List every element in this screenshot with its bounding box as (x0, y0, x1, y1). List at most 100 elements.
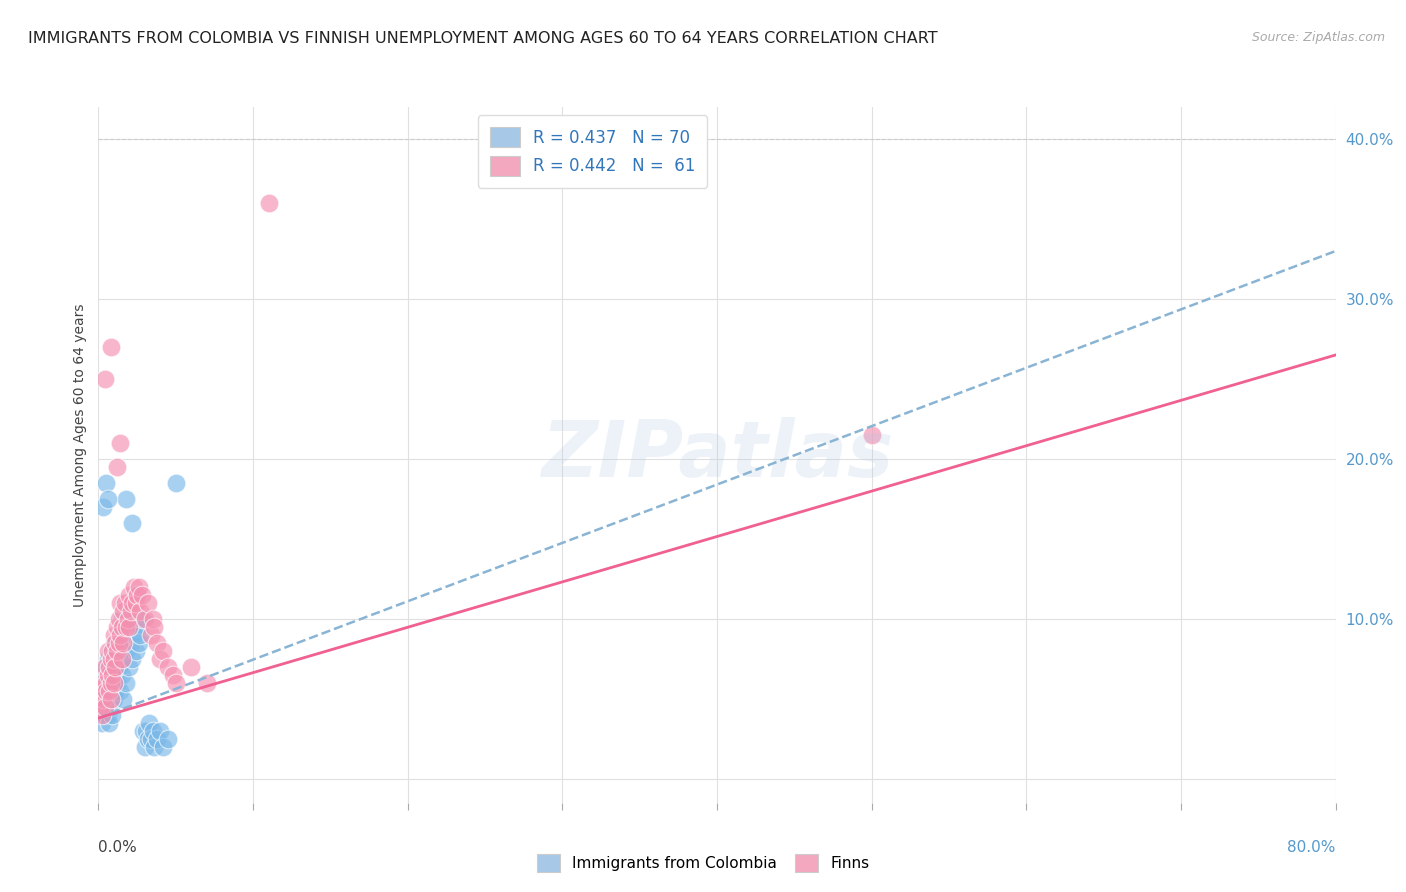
Point (146, 636, 169, 650)
Point (136, 596, 159, 610)
Point (93, 707, 115, 722)
Point (180, 660, 202, 674)
Point (112, 652, 135, 666)
Point (98, 683, 121, 698)
Point (141, 612, 165, 626)
Point (112, 604, 135, 618)
Point (120, 636, 142, 650)
Point (96, 683, 118, 698)
Point (90, 691, 112, 706)
Point (117, 612, 139, 626)
Point (96, 660, 118, 674)
Point (107, 636, 129, 650)
Point (111, 668, 132, 682)
Point (93, 372, 115, 386)
Point (93, 660, 115, 674)
Point (112, 636, 135, 650)
Point (149, 723, 172, 738)
Point (104, 652, 127, 666)
Point (157, 731, 180, 746)
Point (104, 660, 127, 674)
Point (108, 628, 131, 642)
Point (139, 628, 162, 642)
Point (114, 596, 136, 610)
Point (111, 620, 132, 634)
Point (165, 475, 187, 490)
Point (860, 428, 883, 442)
Point (90, 683, 112, 698)
Point (105, 459, 128, 474)
Point (96, 475, 118, 490)
Point (146, 731, 169, 746)
Point (105, 620, 128, 634)
Point (132, 723, 155, 738)
Legend: Immigrants from Colombia, Finns: Immigrants from Colombia, Finns (529, 846, 877, 880)
Point (100, 644, 122, 658)
Point (103, 668, 125, 682)
Point (98, 715, 121, 730)
Point (96, 699, 118, 714)
Point (103, 628, 125, 642)
Point (122, 628, 145, 642)
Point (97, 707, 120, 722)
Point (124, 596, 146, 610)
Point (90, 715, 112, 730)
Point (111, 612, 132, 626)
Point (131, 588, 153, 602)
Point (134, 739, 156, 754)
Point (97, 491, 120, 506)
Point (115, 676, 138, 690)
Point (127, 620, 149, 634)
Point (100, 652, 122, 666)
Text: 0.0%: 0.0% (98, 839, 138, 855)
Legend: R = 0.437   N = 70, R = 0.442   N =  61: R = 0.437 N = 70, R = 0.442 N = 61 (478, 115, 707, 187)
Point (105, 644, 128, 658)
Point (139, 731, 162, 746)
Point (91, 691, 114, 706)
Point (152, 739, 174, 754)
Text: ZIPatlas: ZIPatlas (541, 417, 893, 493)
Point (108, 636, 131, 650)
Point (165, 676, 187, 690)
Point (91, 683, 114, 698)
Point (97, 676, 120, 690)
Point (104, 683, 127, 698)
Point (124, 644, 146, 658)
Point (98, 691, 121, 706)
Point (149, 652, 172, 666)
Point (107, 660, 129, 674)
Point (138, 715, 160, 730)
Point (108, 436, 131, 450)
Point (90, 707, 112, 722)
Point (97, 644, 120, 658)
Point (257, 196, 280, 211)
Point (122, 580, 145, 594)
Point (131, 612, 153, 626)
Point (121, 516, 143, 530)
Point (103, 652, 125, 666)
Point (91, 676, 114, 690)
Point (114, 628, 136, 642)
Point (89, 699, 111, 714)
Point (91, 676, 114, 690)
Point (141, 723, 165, 738)
Point (100, 683, 122, 698)
Point (101, 676, 124, 690)
Point (98, 660, 121, 674)
Point (118, 620, 141, 634)
Point (134, 612, 156, 626)
Point (195, 676, 218, 690)
Point (115, 620, 138, 634)
Text: IMMIGRANTS FROM COLOMBIA VS FINNISH UNEMPLOYMENT AMONG AGES 60 TO 64 YEARS CORRE: IMMIGRANTS FROM COLOMBIA VS FINNISH UNEM… (28, 31, 938, 46)
Point (162, 668, 184, 682)
Point (101, 644, 124, 658)
Point (100, 699, 122, 714)
Point (93, 699, 115, 714)
Point (103, 676, 125, 690)
Point (96, 683, 118, 698)
Point (105, 676, 128, 690)
Point (143, 739, 166, 754)
Point (143, 620, 166, 634)
Point (115, 491, 138, 506)
Point (112, 691, 135, 706)
